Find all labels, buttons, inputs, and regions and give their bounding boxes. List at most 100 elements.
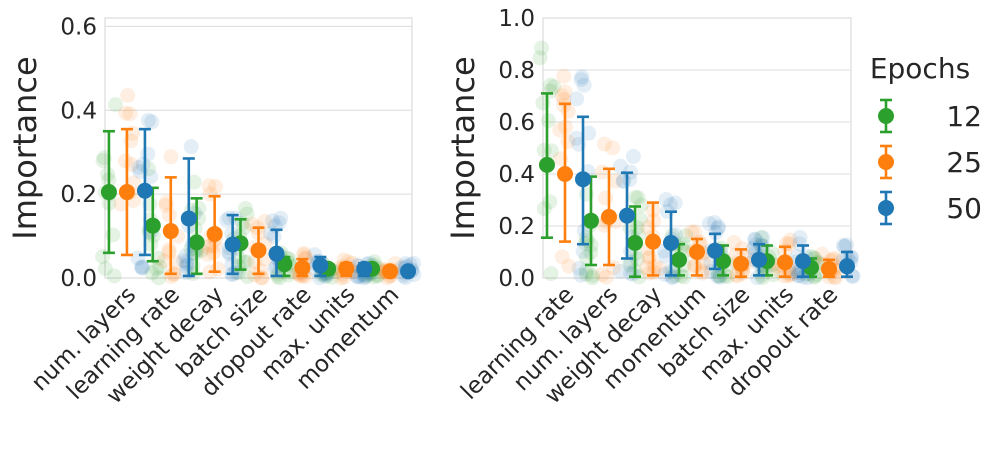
y-axis-label: Importance — [6, 56, 44, 239]
run-point — [569, 91, 585, 107]
legend-label: 25 — [946, 146, 982, 179]
run-point — [542, 77, 558, 93]
run-point — [651, 261, 667, 277]
run-point — [265, 213, 281, 229]
mean-point-dropout-rate — [312, 257, 329, 274]
run-point — [296, 246, 312, 262]
run-point — [231, 250, 247, 266]
legend-title: Epochs — [870, 52, 970, 85]
run-point — [615, 173, 631, 189]
run-point — [575, 243, 591, 259]
run-point — [687, 224, 703, 240]
run-point — [131, 159, 147, 175]
run-point — [839, 237, 855, 253]
run-point — [625, 148, 641, 164]
mean-point-max-units — [777, 254, 793, 271]
mean-point-weight-decay — [663, 234, 679, 251]
run-point — [629, 220, 645, 236]
run-point — [612, 158, 628, 174]
mean-point-num-layers — [619, 207, 635, 224]
run-point — [122, 106, 138, 122]
run-point — [584, 267, 600, 283]
series-25-epochs — [557, 102, 837, 279]
run-point — [657, 248, 673, 264]
run-point — [694, 265, 710, 281]
mean-point-num-layers — [118, 184, 135, 201]
mean-point-momentum — [707, 242, 723, 259]
mean-point-learning-rate — [575, 171, 591, 188]
run-point — [152, 259, 168, 275]
run-point — [108, 97, 124, 113]
series-25-epochs — [118, 127, 399, 280]
run-point — [219, 212, 235, 228]
run-point — [161, 242, 177, 258]
mean-point-max-units — [795, 253, 811, 270]
mean-point-learning-rate — [144, 217, 161, 234]
legend-marker — [878, 200, 894, 216]
run-point — [578, 263, 594, 279]
run-point — [257, 213, 273, 229]
run-point — [143, 169, 159, 185]
run-point — [747, 231, 763, 247]
run-point — [581, 125, 597, 141]
run-point — [630, 190, 646, 206]
y-tick-label: 0.6 — [60, 14, 97, 40]
mean-point-max-units — [356, 260, 373, 277]
run-point — [542, 194, 558, 210]
mean-point-dropout-rate — [839, 258, 855, 275]
run-point — [118, 105, 134, 121]
run-point — [629, 251, 645, 267]
run-point — [598, 190, 614, 206]
plot-frame — [542, 17, 852, 279]
run-point — [664, 269, 680, 285]
run-point — [687, 259, 703, 275]
run-point — [105, 227, 121, 243]
legend: Epochs 12 25 50 — [870, 52, 982, 226]
mean-point-dropout-rate — [821, 260, 837, 277]
mean-point-momentum — [689, 244, 705, 260]
run-point — [552, 122, 568, 138]
run-point — [594, 164, 610, 180]
run-point — [706, 215, 722, 231]
run-point — [571, 260, 587, 276]
run-point — [658, 192, 674, 208]
run-point — [711, 219, 727, 235]
mean-point-learning-rate — [180, 210, 197, 227]
mean-point-learning-rate — [539, 156, 555, 173]
legend-entry-12: 12 — [878, 98, 982, 134]
y-tick-label: 0.4 — [498, 162, 535, 188]
mean-point-weight-decay — [206, 225, 223, 242]
y-tick-label: 0.2 — [498, 214, 535, 240]
run-point — [664, 270, 680, 286]
run-point — [143, 236, 159, 252]
run-point — [561, 258, 577, 274]
mean-point-weight-decay — [645, 233, 661, 250]
run-point — [647, 258, 663, 274]
run-point — [556, 68, 572, 84]
run-point — [117, 153, 133, 169]
run-point — [543, 266, 559, 282]
run-point — [151, 270, 167, 286]
run-point — [183, 139, 199, 155]
run-point — [663, 197, 679, 213]
run-point — [200, 246, 216, 262]
series-50-epochs — [136, 127, 417, 280]
series-12-epochs — [539, 92, 819, 279]
run-point — [161, 207, 177, 223]
series-50-epochs — [575, 115, 855, 279]
run-point — [678, 228, 694, 244]
run-point — [254, 270, 270, 286]
legend-marker — [878, 154, 894, 170]
mean-point-learning-rate — [557, 166, 573, 182]
mean-point-weight-decay — [188, 234, 205, 251]
run-point — [554, 249, 570, 265]
run-point — [179, 254, 195, 270]
run-point — [782, 266, 798, 282]
mean-point-batch-size — [733, 255, 749, 272]
y-tick-label: 0.6 — [498, 110, 535, 136]
run-point — [134, 260, 150, 276]
plot-frame — [104, 17, 413, 279]
run-point — [113, 196, 129, 212]
